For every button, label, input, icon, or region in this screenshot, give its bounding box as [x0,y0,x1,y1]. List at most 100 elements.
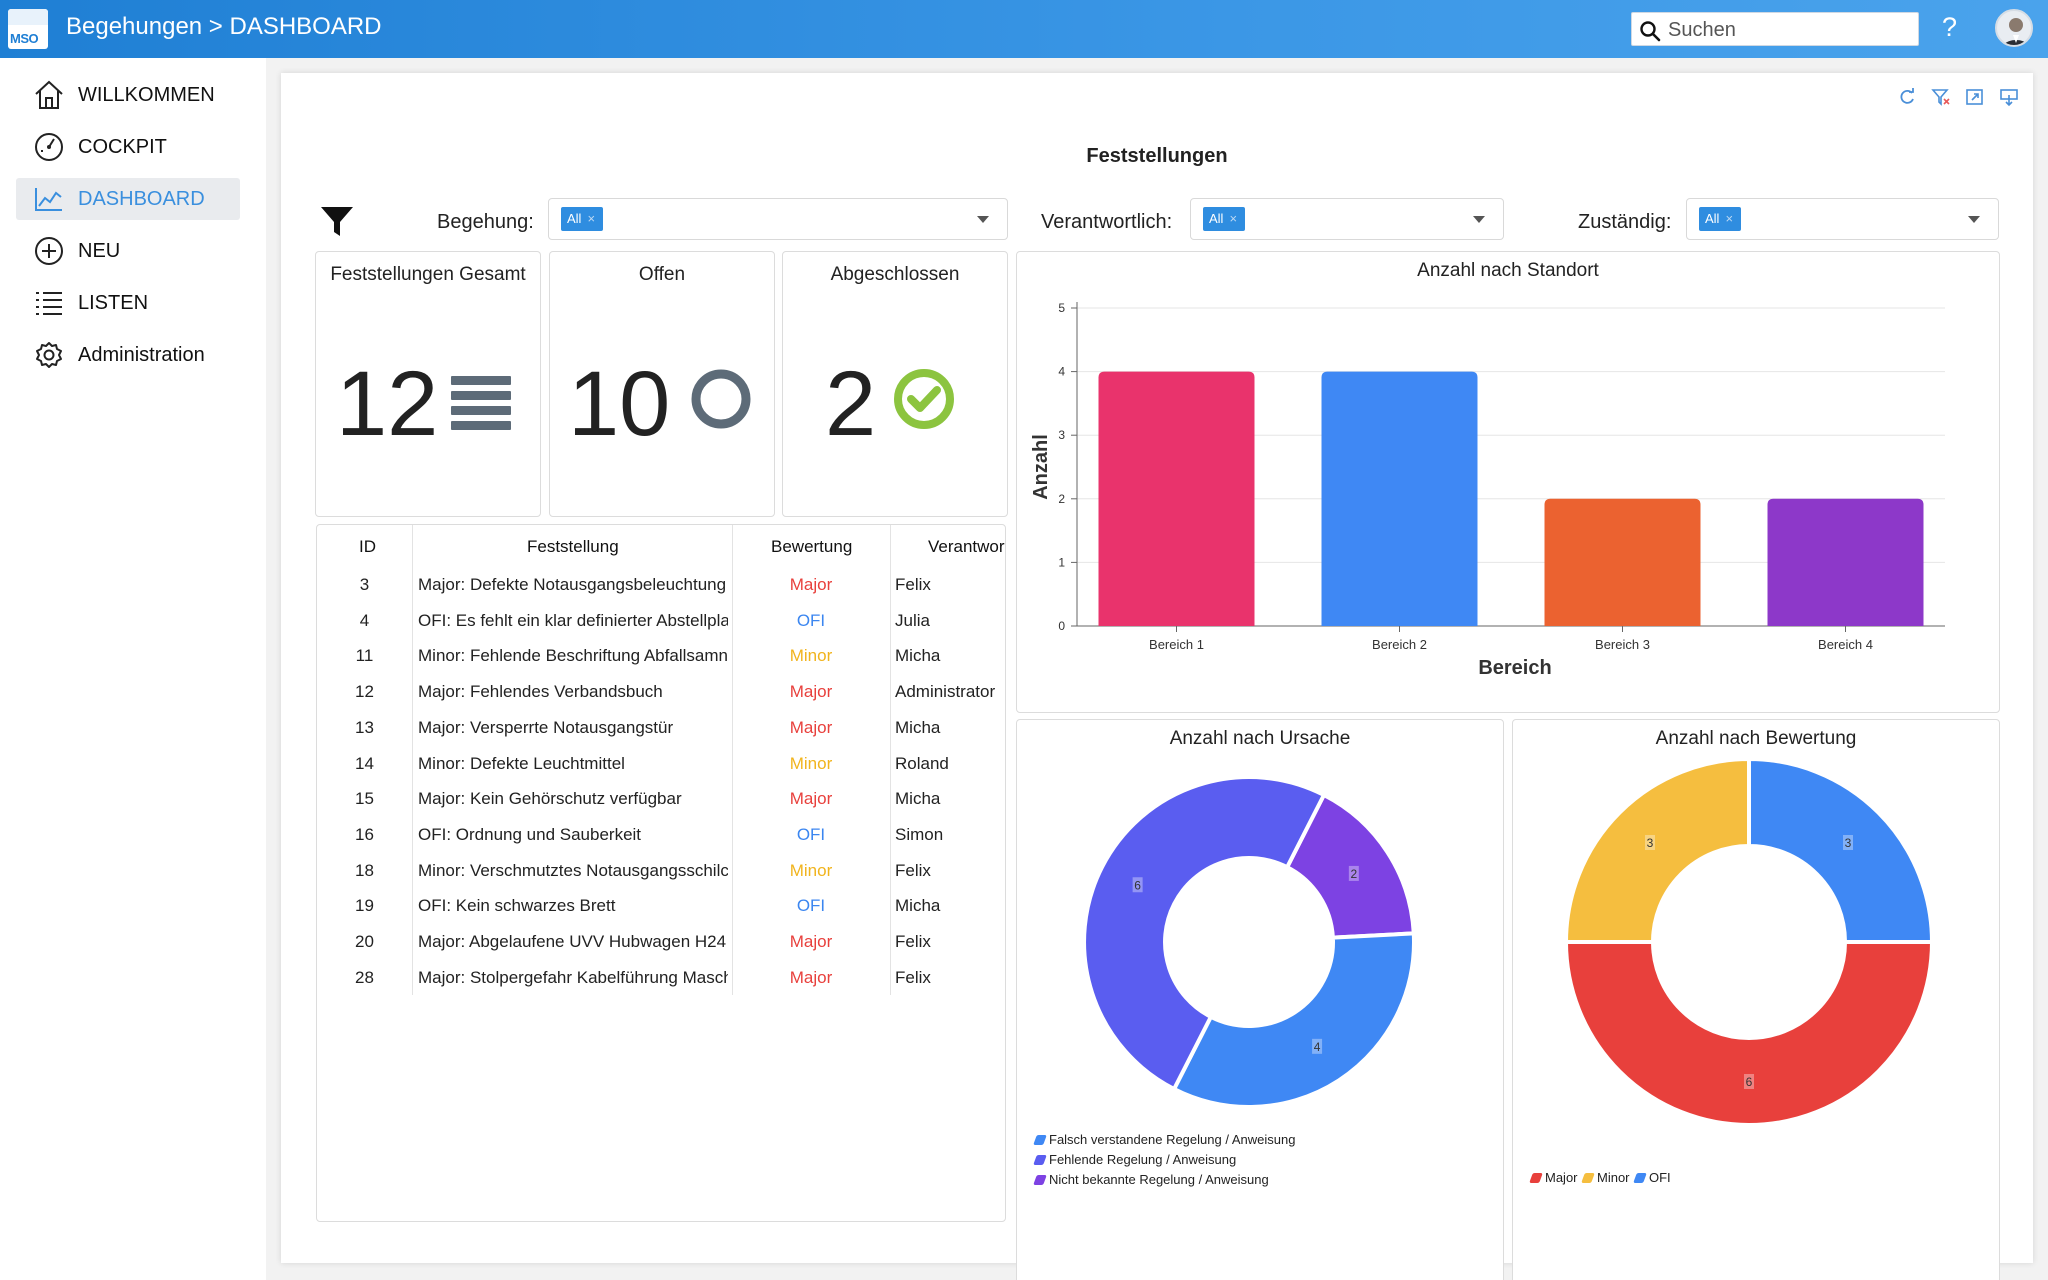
app-logo[interactable]: MSO [8,9,48,49]
chip-remove-icon[interactable]: × [587,211,596,226]
table-row[interactable]: 18 Minor: Verschmutztes Notausgangsschilc… [317,853,1005,889]
filter-chip[interactable]: All × [1699,207,1742,231]
cell-feststellung: Minor: Fehlende Beschriftung Abfallsamn [418,646,728,666]
legend-item[interactable]: OFI [1633,1170,1671,1185]
x-tick-label: Bereich 4 [1818,637,1873,652]
x-tick-label: Bereich 2 [1372,637,1427,652]
table-row[interactable]: 11 Minor: Fehlende Beschriftung Abfallsam… [317,638,1005,674]
cell-id: 12 [355,682,374,702]
column-header-feststellung[interactable]: Feststellung [527,537,619,556]
legend-item[interactable]: Major [1529,1170,1578,1185]
avatar[interactable] [1995,9,2033,47]
legend-item[interactable]: Minor [1581,1170,1630,1185]
cell-id: 20 [355,932,374,951]
bar[interactable] [1544,498,1701,626]
table-row[interactable]: 28 Major: Stolpergefahr Kabelführung Masc… [317,960,1005,996]
y-tick-label: 2 [1058,492,1065,506]
sidebar-item-cockpit[interactable]: COCKPIT [16,126,240,168]
legend-item[interactable]: Nicht bekannte Regelung / Anweisung [1033,1172,1269,1187]
chart-panel-bewertung: Anzahl nach Bewertung 3 6 3 Major Minor OFI [1512,719,2000,1280]
column-divider[interactable] [412,525,413,995]
slice-label-bg [1842,835,1853,851]
filter-select-zustaendig[interactable]: All × [1686,198,1999,240]
kpi-open[interactable]: Offen 10 [549,251,775,517]
gear-icon [28,334,70,376]
chevron-down-icon[interactable] [1968,216,1980,223]
table-row[interactable]: 12 Major: Fehlendes Verbandsbuch Major Admi… [317,674,1005,710]
cell-id: 14 [355,753,374,773]
clear-filter-icon[interactable] [1931,87,1951,107]
legend-item[interactable]: Falsch verstandene Regelung / Anweisung [1033,1132,1295,1147]
bar[interactable] [1321,371,1478,626]
legend-item[interactable]: Fehlende Regelung / Anweisung [1033,1152,1236,1167]
dashboard-toolbar [1897,87,2019,107]
kpi-title: Feststellungen Gesamt [330,264,526,285]
filter-select-verantwortlich[interactable]: All × [1190,198,1504,240]
filter-label-verantwortlich: Verantwortlich: [1041,211,1173,233]
column-header-verantwortlich[interactable]: Verantwor [928,537,1005,556]
cell-verantwortlich: Roland [895,753,949,773]
cell-verantwortlich: Simon [895,824,944,844]
cell-id: 4 [359,610,370,630]
filter-funnel-icon[interactable] [319,203,355,244]
table-row[interactable]: 14 Minor: Defekte Leuchtmittel Minor Roland [317,746,1005,782]
cell-id: 15 [355,789,374,809]
cell-bewertung: Major [789,682,833,702]
donut-slice[interactable] [1563,756,1751,944]
slice-label-bg [1645,835,1656,851]
sidebar-item-neu[interactable]: NEU [16,230,240,272]
refresh-icon[interactable] [1897,87,1917,107]
help-icon[interactable]: ? [1942,12,1958,42]
sidebar-item-dashboard[interactable]: DASHBOARD [16,178,240,220]
donut-slice[interactable] [1747,756,1935,944]
chart-title: Anzahl nach Ursache [1169,728,1351,749]
bar[interactable] [1098,371,1255,626]
table-row[interactable]: 3 Major: Defekte Notausgangsbeleuchtung Ma… [317,567,1005,603]
table-row[interactable]: 13 Major: Versperrte Notausgangstür Major M… [317,710,1005,746]
list-lines-icon [451,374,511,435]
donut-slice[interactable] [1171,931,1416,1109]
cell-bewertung: OFI [796,824,826,844]
chip-remove-icon[interactable]: × [1229,211,1238,226]
export-icon[interactable] [1999,87,2019,107]
search-box[interactable] [1631,12,1919,46]
column-header-id[interactable]: ID [359,537,376,556]
sidebar-item-listen[interactable]: LISTEN [16,282,240,324]
sidebar-item-administration[interactable]: Administration [16,334,240,376]
donut-slice[interactable] [1284,792,1416,940]
sidebar-item-label: NEU [78,239,121,262]
cell-verantwortlich: Administrator [895,682,996,702]
filter-chip[interactable]: All × [1203,207,1246,231]
x-tick-label: Bereich 3 [1595,637,1650,652]
table-row[interactable]: 20 Major: Abgelaufene UVV Hubwagen H24 Maj… [317,924,1005,960]
column-divider[interactable] [890,525,891,995]
filter-select-begehung[interactable]: All × [548,198,1008,240]
table-row[interactable]: 15 Major: Kein Gehörschutz verfügbar Major… [317,781,1005,817]
y-tick-label: 3 [1058,428,1065,442]
column-header-bewertung[interactable]: Bewertung [771,537,853,556]
kpi-total[interactable]: Feststellungen Gesamt 12 [315,251,541,517]
expand-icon[interactable] [1965,87,1985,107]
kpi-closed[interactable]: Abgeschlossen 2 [782,251,1008,517]
filter-label-begehung: Begehung: [437,211,534,233]
chevron-down-icon[interactable] [977,216,989,223]
cell-verantwortlich: Micha [895,646,941,666]
donut-slice[interactable] [1082,775,1327,1092]
cell-verantwortlich: Felix [895,860,931,880]
chart-panel-ursache: Anzahl nach Ursache 2 4 6 Falsch verstande… [1016,719,1504,1280]
bar[interactable] [1767,498,1924,626]
cell-bewertung: OFI [796,610,826,630]
table-row[interactable]: 19 OFI: Kein schwarzes Brett OFI Micha [317,888,1005,924]
sidebar-item-label: DASHBOARD [78,187,205,210]
search-input[interactable] [1668,17,1908,43]
donut-slice[interactable] [1563,940,1935,1127]
table-row[interactable]: 4 OFI: Es fehlt ein klar definierter Abst… [317,603,1005,639]
sidebar-item-willkommen[interactable]: WILLKOMMEN [16,74,240,116]
chip-remove-icon[interactable]: × [1725,211,1734,226]
chevron-down-icon[interactable] [1473,216,1485,223]
table-row[interactable]: 16 OFI: Ordnung und Sauberkeit OFI Simon [317,817,1005,853]
column-divider[interactable] [732,525,733,995]
x-axis-label: Bereich [1478,657,1551,679]
filter-chip[interactable]: All × [561,207,604,231]
donut-chart-ursache: 2 4 6 [1082,775,1416,1109]
